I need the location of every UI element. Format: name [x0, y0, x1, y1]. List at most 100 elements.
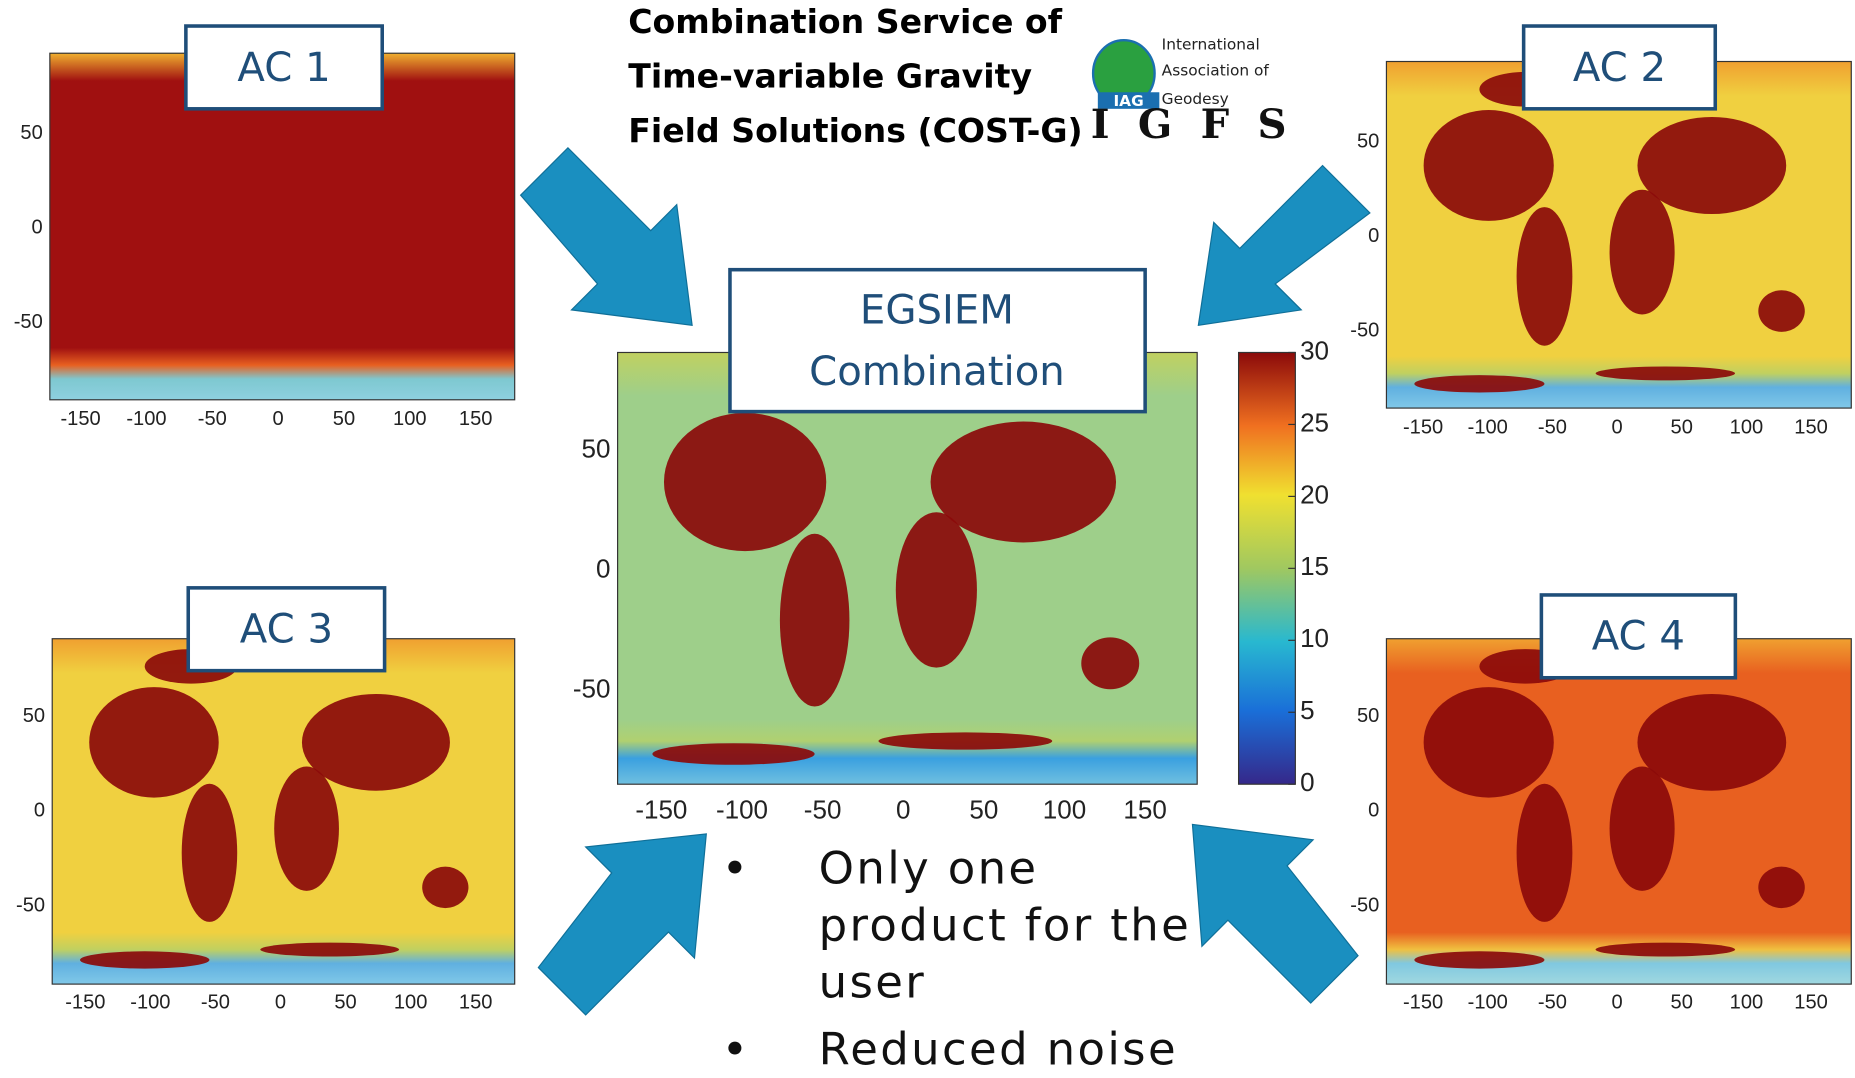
land-mass: [1517, 784, 1573, 922]
land-mass: [1414, 375, 1544, 392]
x-tick-label: -50: [198, 408, 227, 430]
logo-line: International: [1162, 35, 1260, 53]
x-tick-label: 0: [896, 794, 910, 824]
y-tick-label: 50: [1357, 130, 1379, 152]
colorbar: [1239, 352, 1296, 784]
bullets: • • Only oneproduct for theuser Reduced n…: [722, 842, 1191, 1074]
x-tick-label: 100: [394, 991, 428, 1013]
land-mass: [1517, 207, 1573, 346]
x-tick-label: 50: [1671, 416, 1693, 438]
land-mass: [1758, 867, 1804, 908]
logo-line: Association of: [1162, 61, 1270, 79]
colorbar-tick-label: 30: [1300, 335, 1329, 365]
y-tick-label: -50: [1350, 320, 1379, 342]
logo-acronym: IGFS: [1091, 101, 1315, 148]
x-tick-label: 100: [393, 408, 427, 430]
land-mass: [1596, 366, 1735, 380]
title-line: Time-variable Gravity: [628, 57, 1032, 96]
bullet-dot: •: [722, 842, 751, 895]
land-mass: [274, 767, 339, 891]
x-tick-label: -150: [635, 794, 687, 824]
bullet-line: product for the: [819, 899, 1191, 952]
x-tick-label: -100: [716, 794, 768, 824]
x-tick-label: 0: [273, 408, 284, 430]
colorbar-tick-label: 25: [1300, 407, 1329, 437]
bullet-dot: •: [722, 1023, 751, 1074]
x-tick-label: 150: [1123, 794, 1166, 824]
land-mass: [878, 732, 1052, 749]
x-tick-label: -50: [1538, 991, 1567, 1013]
map-label: AC 4: [1592, 614, 1685, 660]
x-tick-label: -150: [1403, 991, 1443, 1013]
y-tick-label: -50: [16, 894, 45, 916]
y-tick-label: 0: [1368, 800, 1379, 822]
x-tick-label: -150: [1403, 416, 1443, 438]
colorbar-tick-label: 5: [1300, 695, 1314, 725]
bullet-line: Reduced noise: [819, 1023, 1178, 1074]
arrow: [1192, 824, 1358, 1003]
x-tick-label: 150: [459, 991, 493, 1013]
land-mass: [896, 512, 977, 667]
arrow: [521, 148, 693, 325]
x-tick-label: -50: [804, 794, 842, 824]
x-tick-label: 50: [969, 794, 998, 824]
land-mass: [1758, 290, 1804, 332]
title-line: Combination Service of: [628, 2, 1062, 41]
x-tick-label: -50: [1538, 416, 1567, 438]
x-tick-label: 150: [459, 408, 493, 430]
map-label: AC 2: [1573, 45, 1666, 91]
bullet-text: Reduced noise: [819, 1023, 1178, 1074]
x-tick-label: 50: [333, 408, 355, 430]
x-tick-label: 150: [1794, 991, 1828, 1013]
x-tick-label: -150: [60, 408, 100, 430]
y-tick-label: 0: [596, 554, 610, 584]
y-tick-label: 50: [23, 705, 45, 727]
logo: IAG International Association of Geodesy…: [1091, 35, 1315, 148]
x-tick-label: 0: [275, 991, 286, 1013]
map-label: AC 1: [237, 45, 330, 91]
land-mass: [1637, 117, 1786, 214]
x-tick-label: 50: [1671, 991, 1693, 1013]
y-tick-label: -50: [1350, 894, 1379, 916]
y-tick-label: -50: [573, 674, 611, 704]
land-mass: [80, 951, 209, 968]
land-mass: [302, 694, 450, 791]
land-mass: [1610, 190, 1675, 315]
land-mass: [780, 534, 850, 707]
land-mass: [931, 422, 1116, 543]
land-mass: [652, 743, 814, 765]
slide: Combination Service of Time-variable Gra…: [0, 0, 1855, 1074]
arrow: [1198, 166, 1370, 326]
y-tick-label: 50: [1357, 705, 1379, 727]
land-mass: [182, 784, 237, 922]
land-mass: [1414, 951, 1544, 968]
x-tick-label: 100: [1043, 794, 1086, 824]
arrow: [538, 834, 706, 1015]
land-mass: [1081, 637, 1139, 689]
x-tick-label: -100: [126, 408, 166, 430]
colorbar-tick-label: 10: [1300, 623, 1329, 653]
x-tick-label: -100: [130, 991, 170, 1013]
y-tick-label: 50: [582, 434, 611, 464]
y-tick-label: -50: [14, 311, 43, 333]
y-tick-label: 50: [20, 122, 42, 144]
x-tick-label: -150: [65, 991, 105, 1013]
x-tick-label: -50: [201, 991, 230, 1013]
land-mass: [1424, 687, 1554, 798]
title-line: Field Solutions (COST-G): [628, 111, 1082, 150]
center-label: Combination: [809, 349, 1065, 395]
y-tick-label: 0: [34, 800, 45, 822]
x-tick-label: 150: [1794, 416, 1828, 438]
land-mass: [664, 413, 826, 551]
bullet-line: user: [819, 955, 926, 1008]
x-tick-label: 100: [1730, 991, 1764, 1013]
land-mass: [1596, 943, 1735, 957]
land-mass: [1610, 767, 1675, 891]
x-tick-label: -100: [1468, 416, 1508, 438]
colorbar-tick-label: 15: [1300, 551, 1329, 581]
colorbar-tick-label: 0: [1300, 767, 1314, 797]
